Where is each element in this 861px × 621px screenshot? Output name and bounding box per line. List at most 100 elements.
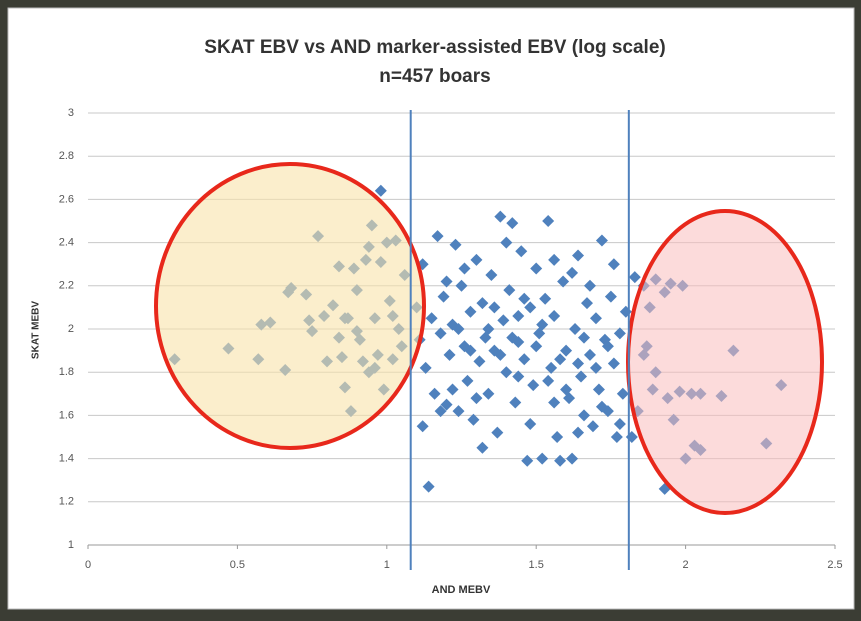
- y-tick-label: 1: [68, 539, 74, 551]
- point: [488, 301, 501, 314]
- point: [464, 305, 477, 318]
- x-tick-label: 1.5: [529, 559, 544, 571]
- point: [497, 314, 510, 327]
- point: [446, 383, 459, 396]
- point: [572, 426, 585, 439]
- x-axis-label: AND MEBV: [432, 584, 491, 596]
- point: [521, 454, 534, 467]
- highlight-ellipse-right: [626, 209, 824, 515]
- point: [580, 297, 593, 310]
- point: [566, 452, 579, 465]
- point: [470, 392, 483, 405]
- point: [613, 418, 626, 431]
- point: [575, 370, 588, 383]
- point: [512, 310, 525, 323]
- point: [592, 383, 605, 396]
- point: [518, 292, 531, 305]
- point: [518, 353, 531, 366]
- point: [515, 245, 528, 258]
- chart-title: SKAT EBV vs AND marker-assisted EBV (log…: [204, 37, 665, 58]
- point: [434, 405, 447, 418]
- point: [464, 344, 477, 357]
- point: [455, 279, 468, 292]
- point: [557, 275, 570, 288]
- point: [524, 301, 537, 314]
- point: [485, 269, 498, 281]
- point: [434, 327, 447, 340]
- point: [374, 184, 387, 197]
- point: [583, 348, 596, 361]
- point: [425, 312, 438, 325]
- point: [458, 262, 471, 275]
- point: [578, 409, 591, 422]
- point: [416, 420, 429, 433]
- point: [422, 480, 435, 493]
- point: [512, 370, 525, 383]
- point: [595, 234, 608, 247]
- point: [613, 327, 626, 340]
- point: [539, 292, 552, 305]
- point: [428, 387, 441, 400]
- x-tick-label: 0.5: [230, 559, 245, 571]
- point: [530, 262, 543, 275]
- point: [500, 236, 513, 249]
- point: [482, 387, 495, 400]
- point: [586, 420, 599, 433]
- point: [524, 418, 537, 431]
- point: [548, 253, 561, 266]
- point: [589, 312, 602, 325]
- point: [470, 253, 483, 266]
- y-tick-label: 1.8: [59, 366, 74, 378]
- point: [569, 323, 582, 335]
- point: [589, 361, 602, 374]
- point: [431, 230, 444, 243]
- point: [443, 348, 456, 361]
- point: [572, 357, 585, 370]
- point: [461, 374, 474, 387]
- x-tick-label: 2.5: [827, 559, 842, 571]
- point: [506, 331, 519, 344]
- point: [551, 431, 564, 443]
- y-tick-label: 2.2: [59, 280, 74, 292]
- point: [494, 348, 507, 361]
- point: [473, 355, 486, 368]
- point: [548, 396, 561, 409]
- point: [536, 318, 549, 331]
- point: [604, 290, 617, 303]
- point: [560, 383, 573, 396]
- x-tick-label: 2: [683, 559, 689, 571]
- point: [500, 366, 513, 379]
- point: [542, 215, 555, 227]
- point: [452, 323, 465, 335]
- point: [494, 210, 507, 223]
- point: [491, 426, 504, 439]
- point: [506, 217, 519, 230]
- point: [449, 238, 462, 251]
- point: [628, 271, 641, 284]
- point: [530, 340, 543, 353]
- point: [476, 441, 489, 454]
- point: [601, 340, 614, 353]
- point: [437, 290, 450, 303]
- point: [527, 379, 540, 392]
- point: [545, 361, 558, 374]
- y-tick-label: 1.4: [59, 453, 74, 465]
- point: [476, 297, 489, 310]
- y-tick-label: 2.4: [59, 237, 74, 249]
- chart-subtitle: n=457 boars: [379, 66, 490, 87]
- point: [536, 452, 549, 465]
- point: [572, 249, 585, 262]
- x-tick-label: 1: [384, 559, 390, 571]
- point: [419, 361, 432, 374]
- point: [452, 405, 465, 418]
- highlight-ellipse-left: [154, 162, 426, 450]
- point: [554, 454, 567, 467]
- point: [554, 353, 567, 366]
- y-tick-label: 1.6: [59, 409, 74, 421]
- point: [440, 275, 453, 288]
- point: [509, 396, 522, 409]
- point: [467, 413, 480, 426]
- y-axis-label: SKAT MEBV: [31, 301, 42, 359]
